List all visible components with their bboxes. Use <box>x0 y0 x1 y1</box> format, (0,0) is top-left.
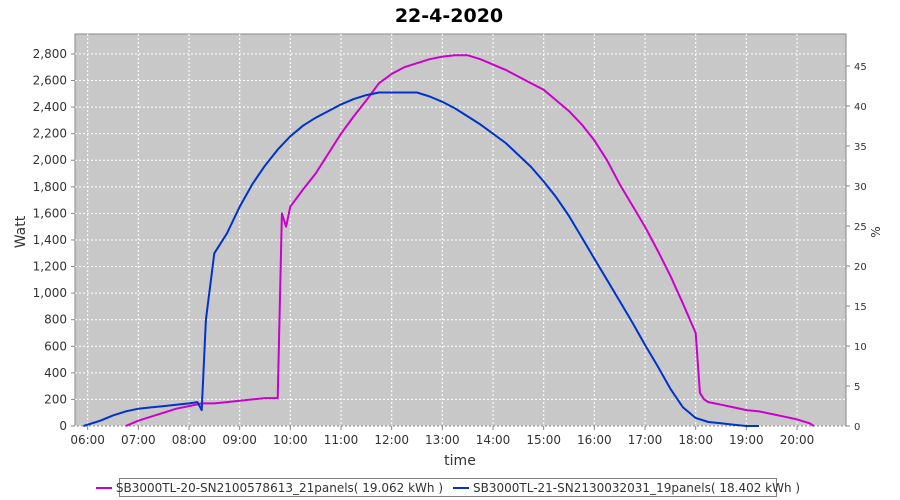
y2-tick-label: 35 <box>854 142 867 153</box>
x-axis-label: time <box>444 453 476 469</box>
y2-tick-label: 15 <box>854 302 867 313</box>
series-lines <box>83 54 815 427</box>
y-tick-label: 2,000 <box>33 153 67 167</box>
series-line-2 <box>83 91 759 427</box>
y2-tick-label: 10 <box>854 342 867 353</box>
legend-swatch-series-1 <box>95 486 112 489</box>
y2-tick-label: 20 <box>854 262 867 273</box>
y-tick-label: 1,200 <box>33 260 67 274</box>
legend: SB3000TL-20-SN2100578613_21panels( 19.06… <box>95 478 800 497</box>
y-tick-label: 1,400 <box>33 233 67 247</box>
grid-lines <box>75 34 846 427</box>
y2-tick-label: 5 <box>854 382 860 393</box>
y2-tick-label: 30 <box>854 182 867 193</box>
legend-item-series-1: SB3000TL-20-SN2100578613_21panels( 19.06… <box>95 480 443 495</box>
x-tick-label: 10:00 <box>273 433 308 447</box>
x-tick-label: 17:00 <box>628 433 663 447</box>
series-line-1 <box>125 54 815 427</box>
x-tick-label: 08:00 <box>172 433 207 447</box>
y2-axis-label: % <box>869 226 883 237</box>
legend-label-series-2: SB3000TL-21-SN2130032031_19panels( 18.40… <box>473 480 801 495</box>
y-axis-label: Watt <box>13 215 29 248</box>
y-tick-label: 2,200 <box>33 127 67 141</box>
x-tick-label: 06:00 <box>70 433 105 447</box>
y2-tick-label: 25 <box>854 222 867 233</box>
y-tick-label: 1,800 <box>33 180 67 194</box>
x-tick-label: 11:00 <box>324 433 359 447</box>
y-tick-label: 2,600 <box>33 74 67 88</box>
y2-tick-label: 0 <box>854 422 860 433</box>
y2-tick-label: 40 <box>854 102 867 113</box>
x-tick-label: 16:00 <box>577 433 612 447</box>
x-tick-label: 15:00 <box>526 433 561 447</box>
y-tick-label: 2,800 <box>33 47 67 61</box>
y-tick-label: 1,000 <box>33 286 67 300</box>
y-tick-label: 0 <box>59 419 67 433</box>
chart-title: 22-4-2020 <box>395 5 503 27</box>
y-tick-label: 400 <box>44 366 67 380</box>
legend-label-series-1: SB3000TL-20-SN2100578613_21panels( 19.06… <box>115 480 443 495</box>
x-tick-label: 13:00 <box>425 433 460 447</box>
legend-swatch-series-2 <box>453 486 469 489</box>
line-chart: 22-4-2020 02004006008001,0001,2001,4001,… <box>13 5 883 469</box>
y-tick-label: 2,400 <box>33 100 67 114</box>
plot-area <box>74 33 847 427</box>
y-tick-label: 800 <box>44 313 67 327</box>
x-tick-label: 07:00 <box>121 433 156 447</box>
x-tick-label: 18:00 <box>678 433 713 447</box>
y-tick-label: 1,600 <box>33 206 67 220</box>
x-tick-label: 09:00 <box>222 433 257 447</box>
y-tick-label: 200 <box>44 392 67 406</box>
y2-tick-label: 45 <box>854 62 867 73</box>
legend-item-series-2: SB3000TL-21-SN2130032031_19panels( 18.40… <box>453 481 800 495</box>
x-tick-label: 19:00 <box>729 433 764 447</box>
x-tick-label: 12:00 <box>374 433 409 447</box>
x-tick-label: 20:00 <box>780 433 815 447</box>
y-tick-label: 600 <box>44 339 67 353</box>
x-tick-label: 14:00 <box>476 433 511 447</box>
axes: 02004006008001,0001,2001,4001,6001,8002,… <box>33 47 867 447</box>
